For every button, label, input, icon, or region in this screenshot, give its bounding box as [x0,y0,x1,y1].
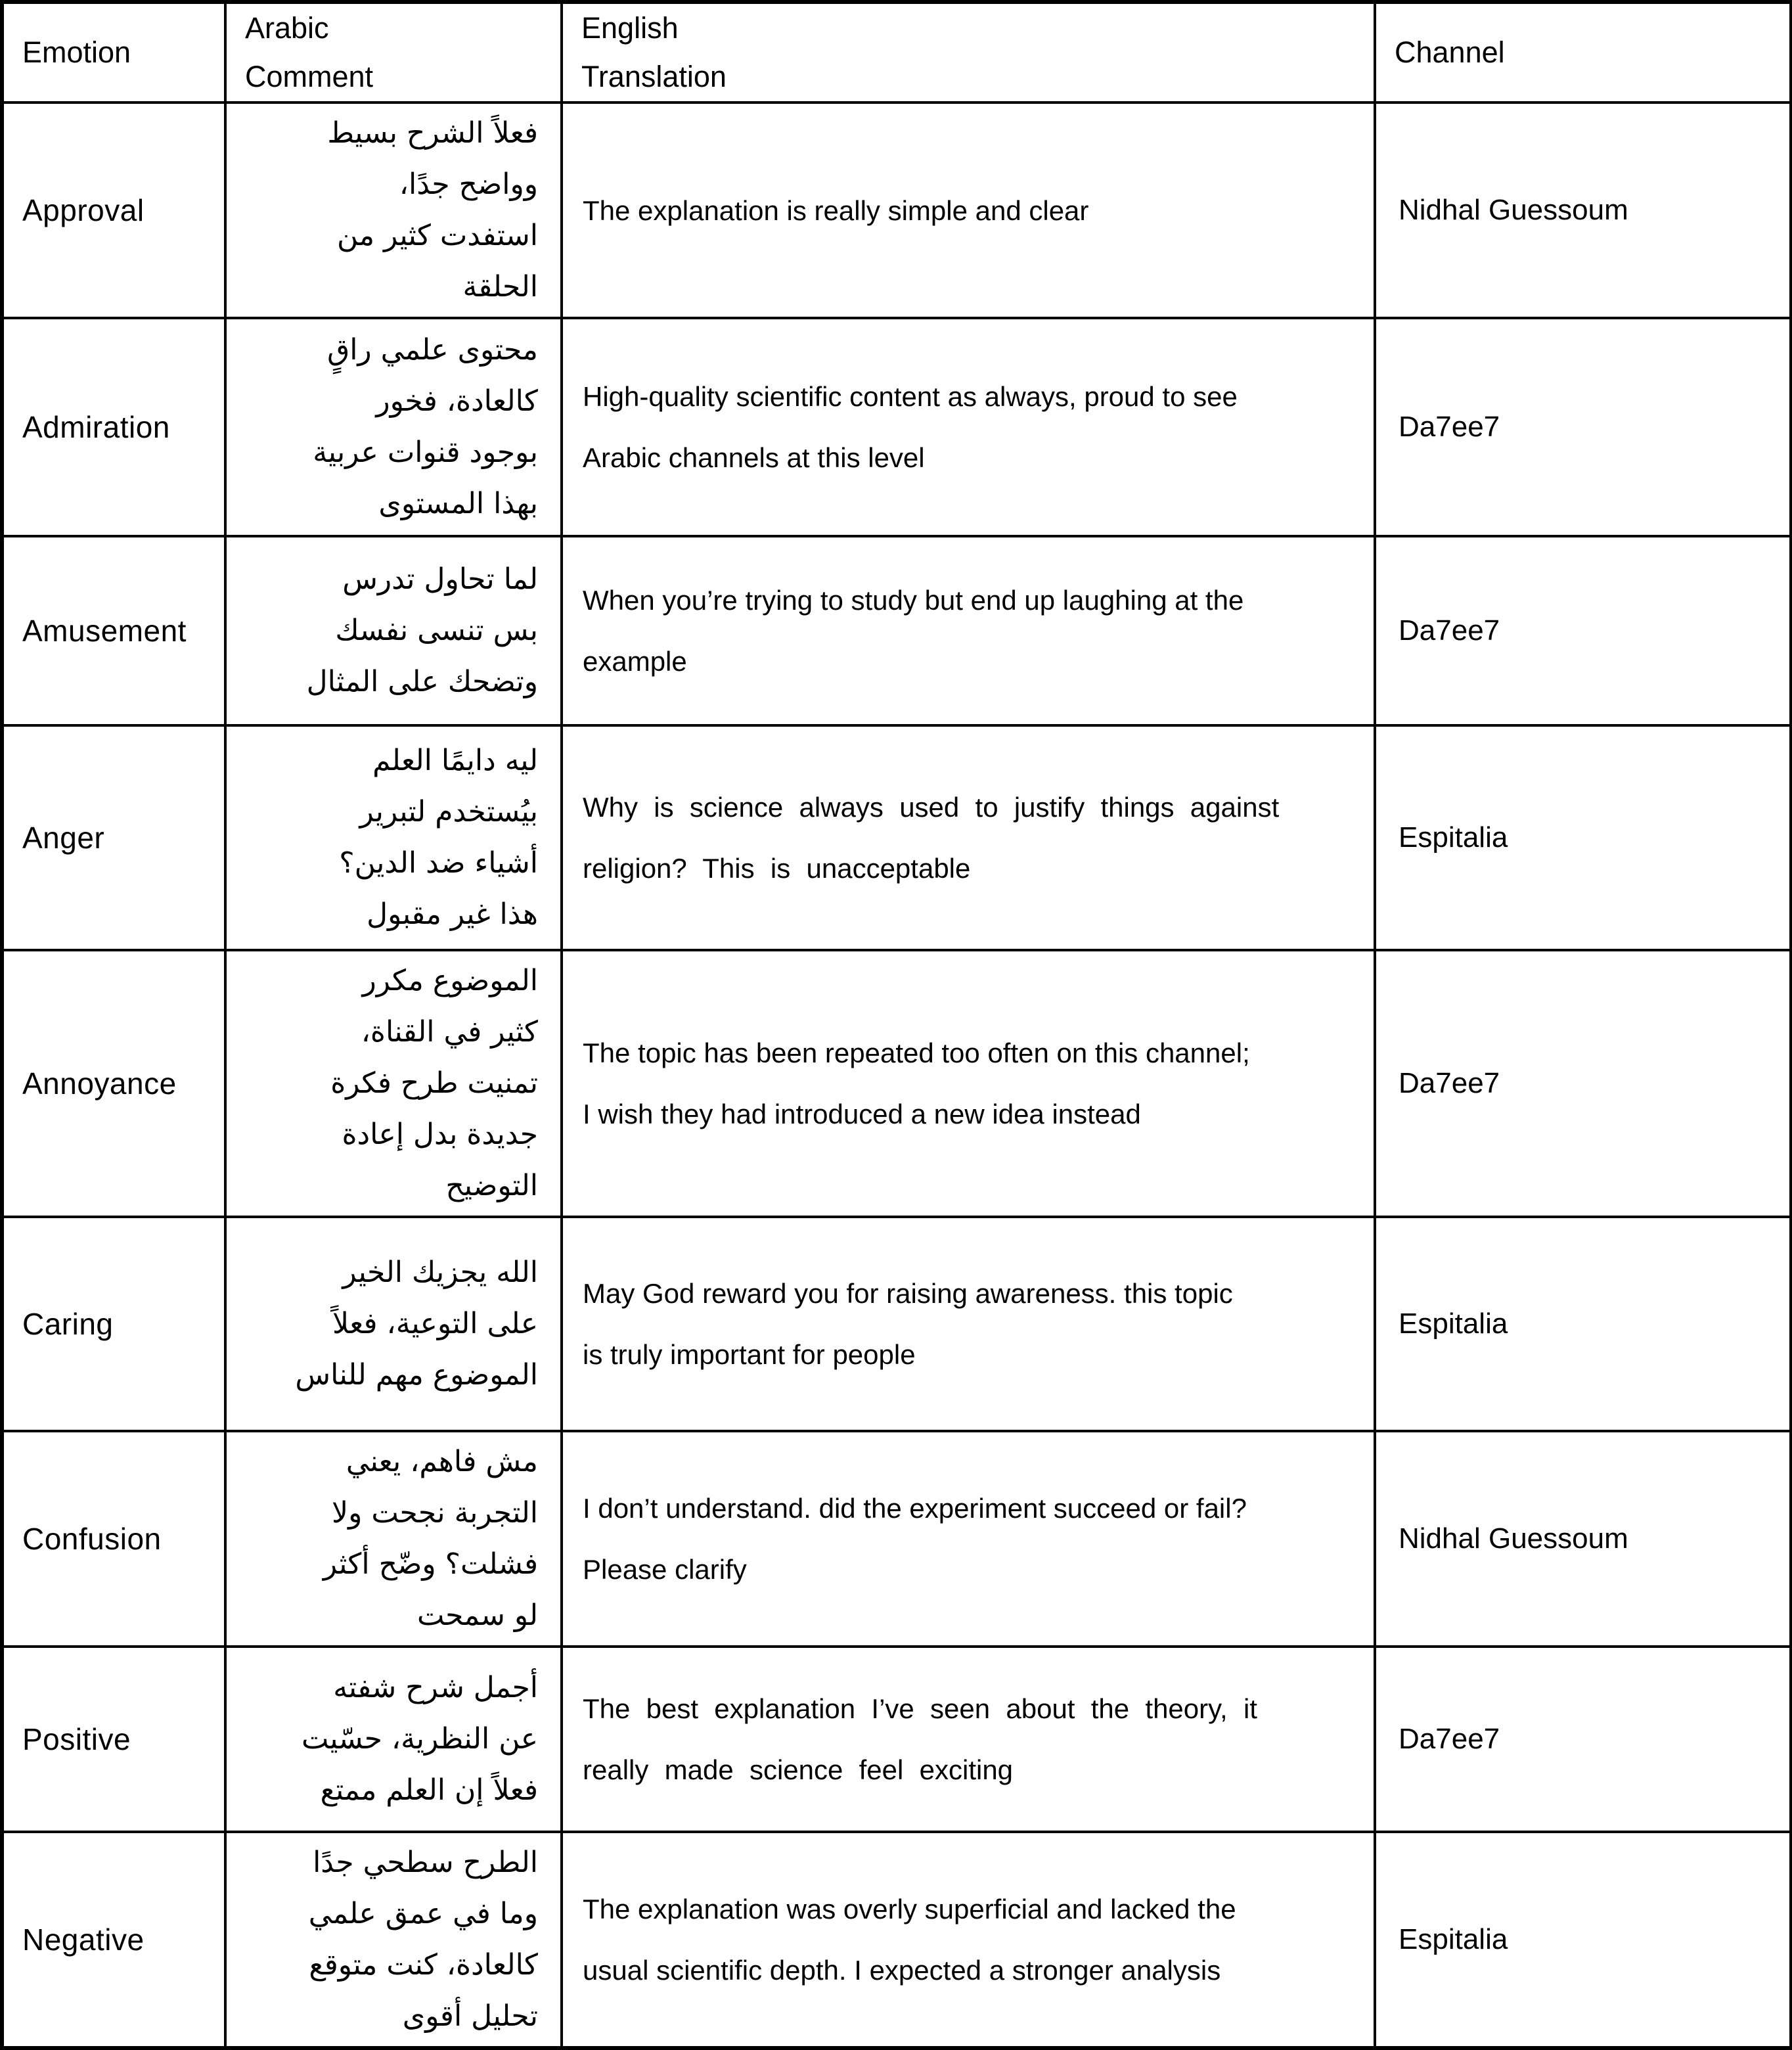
table-row: Positive أجمل شرح شفته عن النظرية، حسّيت … [1,1645,1792,1833]
table-row: Anger ليه دايمًا العلم بيُستخدم لتبرير أش… [1,724,1792,951]
header-arabic-comment: Arabic Comment [224,1,563,104]
arabic-comment: الموضوع مكرر كثير في القناة، تمنيت طرح ف… [224,949,563,1218]
channel-name: Da7ee7 [1374,949,1792,1218]
table-row: Admiration محتوى علمي راقٍ كالعادة، فخور … [1,317,1792,537]
channel-name: Espitalia [1374,1216,1792,1432]
table-body: Approval فعلاً الشرح بسيط وواضح جدًا، است… [1,101,1792,2049]
emotion-label: Negative [1,1831,227,2049]
arabic-comment: أجمل شرح شفته عن النظرية، حسّيت فعلاً إن… [224,1645,563,1833]
arabic-comment: الله يجزيك الخير على التوعية، فعلاً المو… [224,1216,563,1432]
arabic-comment: مش فاهم، يعني التجربة نجحت ولا فشلت؟ وضّ… [224,1430,563,1648]
emotion-label: Caring [1,1216,227,1432]
emotion-label: Approval [1,101,227,319]
english-translation: The best explanation I’ve seen about the… [560,1645,1376,1833]
english-translation: When you’re trying to study but end up l… [560,535,1376,727]
arabic-comment: فعلاً الشرح بسيط وواضح جدًا، استفدت كثير… [224,101,563,319]
header-english-translation: English Translation [560,1,1376,104]
header-channel: Channel [1374,1,1792,104]
channel-name: Da7ee7 [1374,535,1792,727]
channel-name: Da7ee7 [1374,317,1792,537]
channel-name: Espitalia [1374,724,1792,951]
channel-name: Nidhal Guessoum [1374,101,1792,319]
arabic-comment: ليه دايمًا العلم بيُستخدم لتبرير أشياء ض… [224,724,563,951]
emotion-label: Anger [1,724,227,951]
table-row: Amusement لما تحاول تدرس بس تنسى نفسك وتض… [1,535,1792,727]
emotion-label: Positive [1,1645,227,1833]
emotion-label: Amusement [1,535,227,727]
emotion-label: Confusion [1,1430,227,1648]
arabic-comment: الطرح سطحي جدًا وما في عمق علمي كالعادة،… [224,1831,563,2049]
channel-name: Espitalia [1374,1831,1792,2049]
english-translation: The explanation was overly superficial a… [560,1831,1376,2049]
table-header: Emotion Arabic Comment English Translati… [1,1,1792,104]
english-translation: The explanation is really simple and cle… [560,101,1376,319]
table-row: Approval فعلاً الشرح بسيط وواضح جدًا، است… [1,101,1792,319]
english-translation: I don’t understand. did the experiment s… [560,1430,1376,1648]
emotion-label: Annoyance [1,949,227,1218]
header-row: Emotion Arabic Comment English Translati… [1,1,1792,104]
english-translation: High-quality scientific content as alway… [560,317,1376,537]
english-translation: Why is science always used to justify th… [560,724,1376,951]
channel-name: Da7ee7 [1374,1645,1792,1833]
arabic-comment: محتوى علمي راقٍ كالعادة، فخور بوجود قنوا… [224,317,563,537]
channel-name: Nidhal Guessoum [1374,1430,1792,1648]
english-translation: May God reward you for raising awareness… [560,1216,1376,1432]
table-row: Negative الطرح سطحي جدًا وما في عمق علمي … [1,1831,1792,2049]
arabic-comment: لما تحاول تدرس بس تنسى نفسك وتضحك على ال… [224,535,563,727]
table-row: Annoyance الموضوع مكرر كثير في القناة، تم… [1,949,1792,1218]
header-emotion: Emotion [1,1,227,104]
table-row: Confusion مش فاهم، يعني التجربة نجحت ولا … [1,1430,1792,1648]
emotion-label: Admiration [1,317,227,537]
english-translation: The topic has been repeated too often on… [560,949,1376,1218]
table-row: Caring الله يجزيك الخير على التوعية، فعلا… [1,1216,1792,1432]
